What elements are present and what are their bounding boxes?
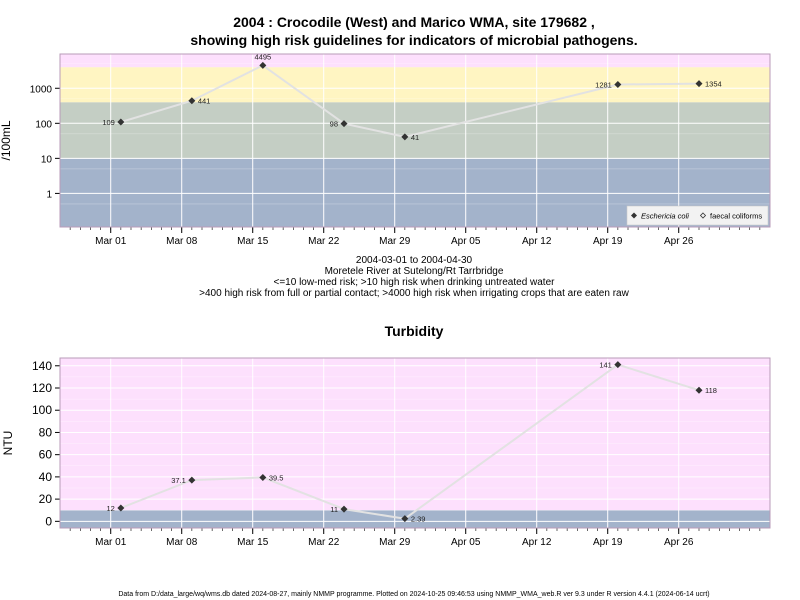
panel-turbidity: 0 20 40 60 80 100 120 140 Mar 01 Mar 08 Mar 15 Mar … [1, 357, 771, 548]
x-tick-label: Apr 05 [451, 236, 481, 247]
risk-band-1 [60, 358, 770, 511]
data-label: 11 [330, 505, 338, 514]
data-label: 4495 [255, 52, 272, 61]
data-label: 41 [411, 133, 419, 142]
risk-band-3 [60, 54, 770, 68]
x-tick-label: Mar 15 [237, 236, 269, 247]
y-tick-label: 100 [35, 119, 52, 130]
x-tick-label: Mar 29 [379, 236, 411, 247]
chart-title-line-2: showing high risk guidelines for indicat… [190, 32, 637, 48]
caption-line-4: >400 high risk from full or partial cont… [199, 288, 629, 299]
data-label: 109 [102, 118, 115, 127]
data-point [340, 120, 348, 128]
data-label: 37.1 [171, 476, 186, 485]
data-label: 118 [705, 386, 717, 395]
y-tick-label: 0 [45, 514, 52, 528]
x-tick-label: Mar 01 [95, 236, 127, 247]
data-label: 98 [330, 120, 338, 129]
x-tick-label: Mar 15 [237, 537, 269, 548]
x-tick-label: Mar 08 [166, 537, 198, 548]
data-point [401, 515, 409, 523]
legend-label-faecal: faecal coliforms [710, 212, 762, 221]
data-point [117, 118, 125, 126]
x-tick-label: Apr 05 [451, 537, 481, 548]
data-label: 441 [198, 97, 211, 106]
x-tick-label: Apr 12 [522, 236, 552, 247]
chart-title-line-1: 2004 : Crocodile (West) and Marico WMA, … [233, 14, 595, 30]
data-point [614, 361, 622, 369]
plot-frame [59, 53, 771, 228]
x-tick-label: Mar 22 [308, 537, 340, 548]
data-point [695, 80, 703, 88]
data-point [614, 80, 622, 88]
y-axis-label: /100mL [0, 120, 13, 160]
data-label: 1281 [595, 80, 612, 89]
data-point [340, 505, 348, 513]
caption-line-3: <=10 low-med risk; >10 high risk when dr… [274, 277, 556, 288]
caption-line-1: 2004-03-01 to 2004-04-30 [356, 255, 473, 266]
x-tick-label: Mar 08 [166, 236, 198, 247]
data-label: 12 [107, 504, 115, 513]
data-point [188, 476, 196, 484]
data-label: 39.5 [269, 473, 284, 482]
x-tick-label: Mar 01 [95, 537, 127, 548]
legend-marker-open [699, 212, 707, 219]
x-tick-label: Mar 22 [308, 236, 340, 247]
data-point [401, 133, 409, 141]
legend-box [626, 205, 769, 226]
data-point [259, 473, 267, 481]
y-tick-label: 40 [39, 470, 53, 484]
y-tick-label: 1 [46, 189, 52, 200]
caption-line-2: Moretele River at Sutelong/Rt Tarrbridge [325, 266, 504, 277]
y-tick-label: 140 [32, 359, 52, 373]
y-tick-label: 120 [32, 381, 52, 395]
x-tick-label: Apr 19 [593, 537, 623, 548]
y-tick-label: 80 [39, 425, 53, 439]
legend-marker-filled [631, 212, 637, 219]
data-label: 141 [599, 361, 612, 370]
data-point [188, 97, 196, 105]
footer-note: Data from D:/data_large/wq/wms.db dated … [118, 591, 709, 598]
risk-band-0 [60, 510, 770, 528]
data-label: 2.39 [411, 515, 426, 524]
y-tick-label: 10 [41, 154, 53, 165]
y-axis-label: NTU [1, 431, 15, 456]
y-tick-label: 1000 [30, 84, 53, 95]
x-tick-label: Apr 12 [522, 537, 552, 548]
y-tick-label: 60 [39, 448, 53, 462]
x-tick-label: Apr 26 [664, 236, 694, 247]
data-point [117, 504, 125, 512]
y-tick-label: 20 [39, 492, 53, 506]
panel-microbial: 1 10 100 1000 Mar 01 Mar 08 Mar 15 Mar 22 Mar 29… [0, 52, 771, 247]
data-point [695, 386, 703, 394]
legend-label-ecoli: Eschericia coli [641, 212, 689, 221]
data-point [259, 61, 267, 69]
legend: Eschericia coli faecal coliforms [626, 205, 769, 226]
plot-frame [59, 357, 771, 529]
x-tick-label: Apr 26 [664, 537, 694, 548]
risk-band-1 [60, 102, 770, 159]
x-tick-label: Apr 19 [593, 236, 623, 247]
y-tick-label: 100 [32, 403, 52, 417]
x-tick-label: Mar 29 [379, 537, 411, 548]
turbidity-title: Turbidity [385, 323, 444, 339]
data-label: 1354 [705, 80, 722, 89]
